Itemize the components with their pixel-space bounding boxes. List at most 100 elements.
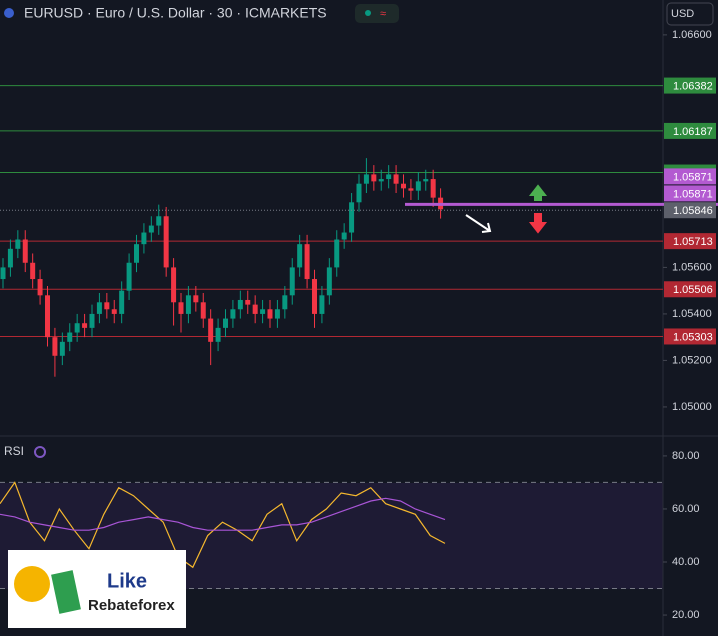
level-tag: [664, 328, 716, 345]
candle-body: [22, 239, 28, 263]
candle-body: [215, 327, 221, 342]
candle-body: [252, 304, 258, 314]
candle-body: [326, 267, 332, 296]
level-label: 1.06187: [673, 126, 713, 138]
rsi-icon: [34, 446, 46, 458]
candle-body: [349, 202, 355, 233]
candle-body: [200, 302, 206, 319]
candle-body: [96, 302, 102, 314]
candle-body: [312, 279, 317, 314]
candle-body: [193, 295, 199, 303]
candle-body: [74, 323, 80, 333]
last-price-label: 1.05846: [673, 205, 713, 217]
y-tick-label: 80.00: [672, 450, 700, 462]
candle-body: [245, 299, 251, 305]
last-price-tag: [664, 202, 716, 219]
candle-body: [334, 239, 340, 268]
rsi-line: [0, 497, 446, 531]
candle-body: [371, 174, 377, 182]
candle-body: [45, 295, 50, 338]
logo-line2: Rebateforex: [88, 597, 175, 614]
logo-face: [14, 566, 50, 602]
y-tick-label: 1.06600: [672, 29, 712, 41]
candle-body: [67, 332, 73, 342]
candle-body: [341, 232, 347, 240]
level-tag: [664, 122, 716, 139]
level-label: 1.06382: [673, 80, 713, 92]
candle-body: [401, 183, 406, 189]
candle-body: [0, 267, 6, 280]
candle-body: [282, 295, 288, 310]
candle-body: [163, 216, 169, 268]
candle-body: [15, 239, 21, 249]
level-tag: [664, 77, 716, 94]
candle-body: [111, 309, 117, 314]
level-label: 1.05506: [673, 284, 713, 296]
candle-body: [378, 179, 384, 182]
currency-button[interactable]: [666, 2, 714, 26]
candle-body: [171, 267, 177, 303]
status-pill: [355, 4, 399, 23]
candle-body: [141, 232, 147, 245]
level-tag: [664, 281, 716, 298]
y-tick-label: 1.05600: [672, 261, 712, 273]
alert-tag: [664, 168, 716, 185]
candle-body: [267, 309, 273, 319]
y-tick-label: 20.00: [672, 609, 700, 621]
candle-body: [289, 267, 295, 296]
candle-body: [223, 318, 228, 328]
flag-icon: [4, 8, 14, 18]
candle-body: [356, 183, 362, 203]
candle-body: [30, 262, 36, 280]
candle-body: [208, 318, 214, 342]
candle-body: [304, 244, 310, 280]
alert-label: 1.05871: [673, 171, 713, 183]
level-label: 1.05303: [673, 331, 713, 343]
currency[interactable]: USD: [671, 8, 694, 20]
candle-body: [52, 337, 58, 356]
candle-body: [386, 174, 392, 180]
candle-body: [430, 179, 436, 198]
logo-line1: Like: [107, 570, 147, 592]
candle-body: [156, 216, 162, 226]
candle-body: [37, 279, 43, 296]
candle-body: [178, 302, 184, 314]
candle-body: [363, 174, 369, 184]
candle-body: [319, 295, 325, 314]
up-arrow: [528, 184, 548, 201]
candle-body: [260, 309, 266, 314]
candle-body: [134, 244, 139, 263]
candle-body: [237, 299, 243, 310]
status-dot: [365, 10, 371, 16]
candle-body: [408, 188, 414, 191]
y-tick-label: 1.05000: [672, 401, 712, 413]
y-tick-label: 60.00: [672, 503, 700, 515]
candle-body: [104, 302, 110, 310]
candle-body: [423, 179, 429, 182]
rsi-title: RSI: [4, 444, 24, 458]
level-label: 1.05713: [673, 236, 713, 248]
down-arrow: [528, 213, 548, 234]
candle-body: [59, 341, 65, 356]
symbol-title: EURUSD · Euro / U.S. Dollar · 30 · ICMAR…: [24, 5, 327, 21]
candle-body: [415, 181, 421, 191]
candle-body: [119, 290, 125, 314]
logo-note: [51, 570, 81, 614]
candle-body: [185, 295, 191, 314]
alert-label: 1.05871: [673, 188, 713, 200]
y-tick-label: 1.05200: [672, 354, 712, 366]
candle-body: [126, 262, 132, 291]
candle-body: [148, 225, 154, 233]
y-tick-label: 1.05400: [672, 308, 712, 320]
status-icon: ≈: [380, 8, 386, 20]
y-tick-label: 40.00: [672, 556, 700, 568]
level-tag: [664, 233, 716, 250]
candle-body: [274, 309, 280, 319]
candle-body: [82, 323, 88, 328]
candle-body: [230, 309, 236, 319]
candle-body: [89, 313, 95, 328]
candle-body: [7, 248, 13, 268]
alert-tag: [664, 185, 716, 202]
candle-body: [297, 244, 303, 268]
